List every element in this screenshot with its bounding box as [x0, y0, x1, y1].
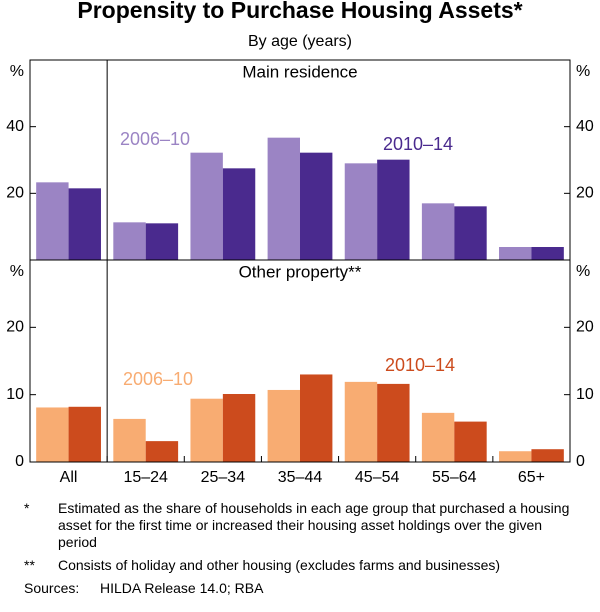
- bar: [68, 188, 101, 260]
- note-text: Estimated as the share of households in …: [58, 500, 570, 550]
- y-tick-label: 40: [6, 118, 24, 135]
- bar: [36, 182, 69, 260]
- note: ** Consists of holiday and other housing …: [0, 557, 600, 574]
- bar: [267, 389, 300, 462]
- bar: [344, 163, 378, 260]
- y-tick-label: 20: [6, 319, 24, 336]
- chart: Propensity to Purchase Housing Assets* B…: [6, 0, 594, 486]
- chart-title: Propensity to Purchase Housing Assets*: [77, 0, 522, 23]
- y-tick-label: 20: [576, 185, 594, 202]
- y-tick-label: 20: [6, 185, 24, 202]
- panel-title: Main residence: [242, 62, 357, 81]
- y-tick-label: 0: [576, 453, 585, 470]
- note-marker: *: [24, 500, 30, 516]
- legend-label: 2006–10: [120, 129, 190, 149]
- notes: * Estimated as the share of households in…: [0, 500, 600, 597]
- y-tick-label: 20: [576, 319, 594, 336]
- y-tick-label: 0: [15, 453, 24, 470]
- bar: [68, 406, 101, 462]
- bar: [499, 451, 532, 462]
- bar: [267, 137, 300, 260]
- bar: [499, 247, 532, 260]
- x-tick-label: 15–24: [123, 469, 168, 486]
- bar: [300, 374, 333, 462]
- bar: [222, 393, 256, 462]
- unit-label: %: [10, 263, 24, 280]
- unit-label: %: [10, 63, 24, 80]
- x-tick-label: 25–34: [201, 469, 246, 486]
- bar: [36, 407, 69, 462]
- bar: [454, 206, 487, 260]
- bar: [113, 418, 146, 462]
- panel-title: Other property**: [239, 262, 362, 281]
- bar: [145, 441, 179, 462]
- y-tick-label: 10: [6, 386, 24, 403]
- bar: [377, 159, 410, 260]
- note: * Estimated as the share of households in…: [0, 500, 600, 551]
- chart-subtitle: By age (years): [248, 33, 352, 50]
- note-text: Consists of holiday and other housing (e…: [58, 557, 501, 573]
- sources-text: HILDA Release 14.0; RBA: [100, 580, 264, 596]
- plot-frame: [29, 59, 571, 463]
- x-tick-label: 35–44: [278, 469, 323, 486]
- bar: [190, 152, 223, 260]
- legend-label: 2006–10: [123, 369, 193, 389]
- bar: [454, 421, 487, 462]
- unit-label: %: [576, 63, 590, 80]
- bar: [145, 223, 179, 260]
- legend-label: 2010–14: [385, 355, 455, 375]
- bar: [531, 449, 564, 462]
- bar: [421, 412, 455, 462]
- y-tick-label: 40: [576, 118, 594, 135]
- bar: [377, 383, 410, 462]
- sources: Sources: HILDA Release 14.0; RBA: [0, 580, 600, 597]
- bar: [113, 222, 146, 260]
- x-tick-label: 45–54: [355, 469, 400, 486]
- bar: [190, 398, 223, 462]
- unit-label: %: [576, 263, 590, 280]
- bar: [344, 381, 378, 462]
- bar: [531, 247, 564, 260]
- y-tick-label: 10: [576, 386, 594, 403]
- bar: [300, 152, 333, 260]
- legend-label: 2010–14: [383, 134, 453, 154]
- bar: [222, 168, 256, 260]
- note-marker: **: [24, 557, 35, 573]
- sources-label: Sources:: [24, 580, 80, 596]
- bar: [421, 203, 455, 260]
- x-tick-label: All: [60, 469, 78, 486]
- x-tick-label: 65+: [518, 469, 545, 486]
- x-tick-label: 55–64: [432, 469, 477, 486]
